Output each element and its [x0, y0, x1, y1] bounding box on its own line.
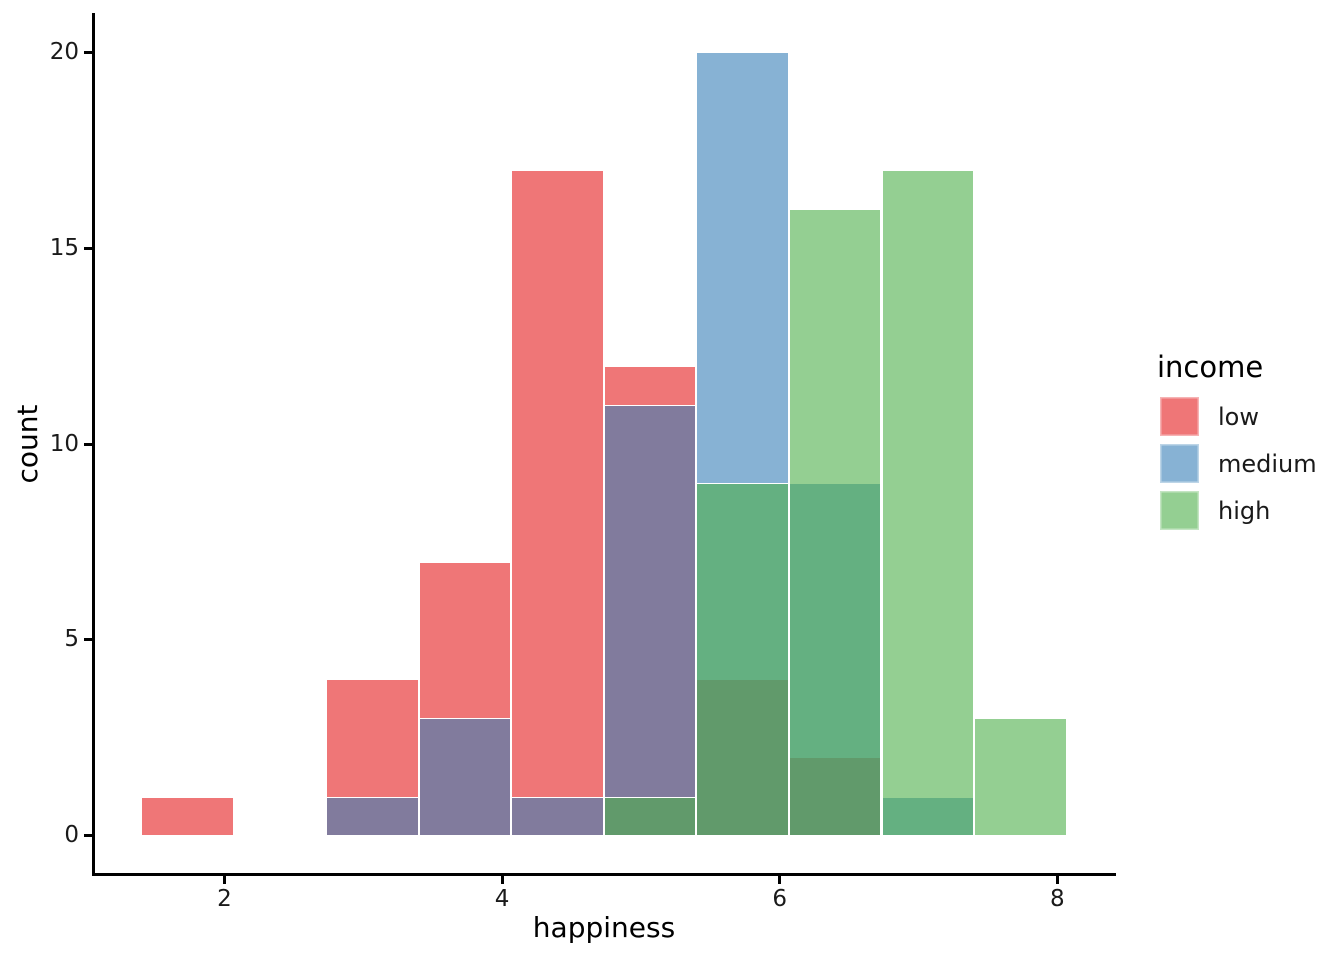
legend-label-high: high — [1218, 496, 1271, 525]
x-tick-label-4: 4 — [494, 886, 510, 912]
bar-high-bin9 — [881, 169, 974, 836]
legend-swatch-low — [1160, 397, 1199, 436]
bar-medium-bin6 — [603, 404, 697, 836]
y-tick-mark-15 — [84, 246, 92, 250]
legend-label-low: low — [1218, 402, 1259, 431]
x-tick-mark-6 — [778, 876, 782, 884]
x-axis-title: happiness — [532, 911, 676, 944]
bar-high-bin10 — [974, 718, 1067, 836]
y-axis-line — [92, 13, 95, 876]
legend-swatch-high — [1160, 491, 1199, 530]
y-axis-title: count — [11, 404, 44, 484]
y-tick-label-5: 5 — [64, 626, 79, 653]
x-tick-label-6: 6 — [772, 886, 787, 912]
x-axis-line — [92, 873, 1116, 876]
legend-item-high: high — [1157, 491, 1270, 530]
legend: income low medium high — [1157, 350, 1317, 538]
legend-item-medium: medium — [1157, 444, 1317, 483]
y-tick-mark-20 — [84, 50, 92, 54]
bar-high-bin6 — [603, 796, 697, 836]
y-tick-label-10: 10 — [49, 430, 79, 457]
legend-swatch-medium — [1160, 444, 1199, 483]
bar-medium-bin5 — [511, 796, 604, 836]
x-tick-label-2: 2 — [217, 886, 232, 912]
x-tick-mark-2 — [223, 876, 226, 884]
y-tick-mark-5 — [84, 638, 92, 642]
x-tick-mark-4 — [500, 876, 504, 884]
bar-medium-bin4 — [418, 718, 512, 836]
x-tick-mark-8 — [1055, 876, 1059, 884]
y-tick-label-0: 0 — [64, 822, 79, 849]
legend-label-medium: medium — [1218, 449, 1317, 478]
bar-medium-bin3 — [326, 796, 419, 836]
bar-low-bin1 — [141, 796, 234, 836]
bar-low-bin5 — [511, 169, 604, 836]
legend-items: low medium high — [1157, 397, 1317, 530]
y-tick-label-15: 15 — [49, 234, 79, 261]
bar-high-bin8 — [788, 208, 882, 836]
y-tick-mark-0 — [84, 834, 92, 838]
legend-title: income — [1157, 350, 1264, 384]
bar-high-bin7 — [696, 483, 789, 836]
y-tick-mark-10 — [84, 442, 92, 446]
legend-item-low: low — [1157, 397, 1263, 436]
x-tick-label-8: 8 — [1049, 886, 1065, 912]
y-tick-label-20: 20 — [49, 38, 79, 65]
